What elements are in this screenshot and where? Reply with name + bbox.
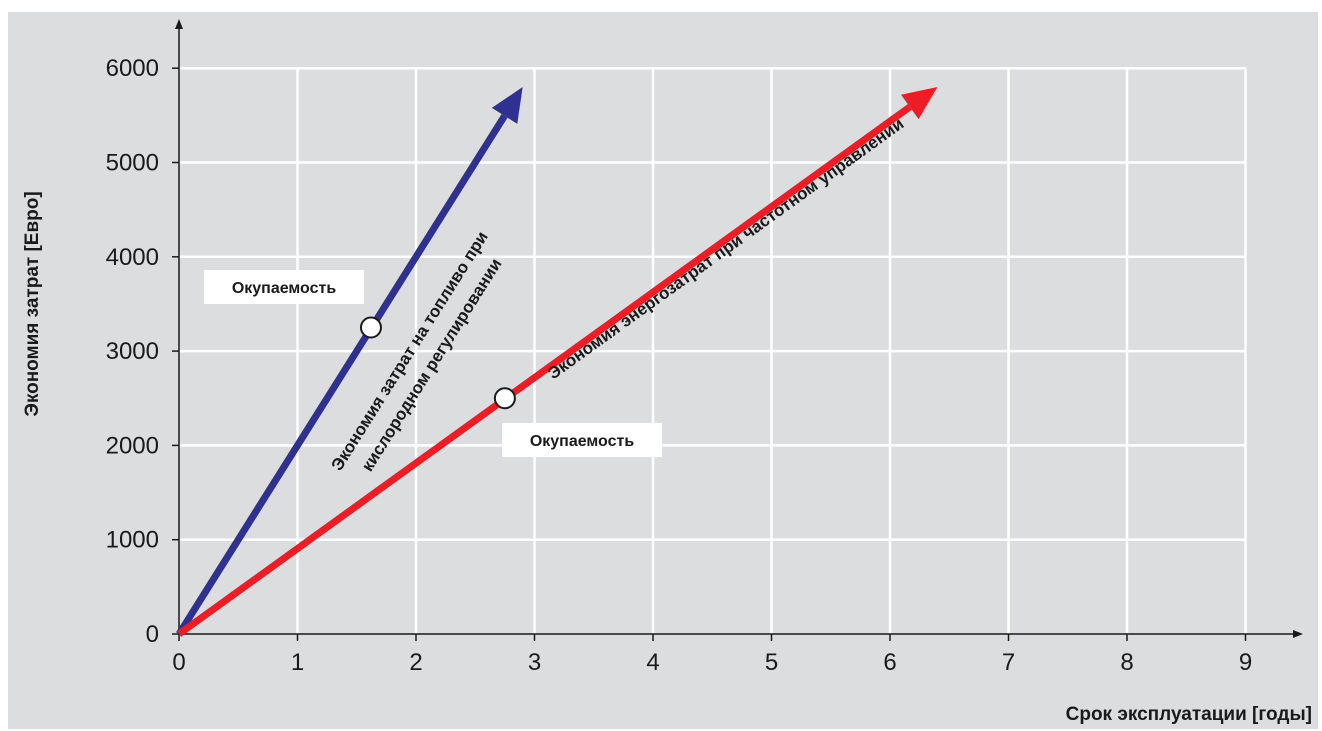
series-layer (176, 87, 938, 637)
series-arrowhead-1 (491, 87, 523, 124)
x-tick-label: 1 (291, 649, 304, 676)
x-tick-label: 7 (1002, 649, 1015, 676)
x-axis-title: Срок эксплуатации [годы] (1066, 704, 1312, 725)
x-tick-label: 4 (646, 649, 659, 676)
payback-marker-2 (493, 387, 516, 410)
y-tick-label: 4000 (106, 244, 159, 271)
tick-labels: 0 1 2 3 4 5 6 7 8 9 0 1000 2000 3000 4000 5000 6000 (106, 55, 1253, 676)
x-tick-label: 5 (765, 649, 778, 676)
payback-marker-1 (359, 316, 382, 339)
y-tick-label: 0 (146, 621, 159, 648)
series-line-1 (176, 113, 508, 636)
x-tick-label: 2 (409, 649, 422, 676)
x-tick-label: 0 (172, 649, 185, 676)
series-label-2: Экономия энергозатрат при частотном упра… (544, 114, 907, 383)
grid (179, 66, 1247, 634)
y-tick-label: 6000 (106, 55, 159, 82)
payback-badge-2 (502, 423, 662, 457)
series-arrowhead-2 (901, 87, 938, 120)
payback-badge-label-2: Окупаемость (530, 433, 635, 450)
x-tick-label: 9 (1239, 649, 1252, 676)
y-tick-label: 3000 (106, 338, 159, 365)
y-tick-label: 1000 (106, 527, 159, 554)
x-tick-label: 8 (1120, 649, 1133, 676)
payback-badge-label-1: Окупаемость (232, 280, 337, 297)
x-tick-label: 3 (528, 649, 541, 676)
series-line-2 (176, 104, 912, 637)
payback-badge-1 (204, 270, 364, 304)
chart-container: 0 1 2 3 4 5 6 7 8 9 0 1000 2000 3000 4000 5000 6000 Экон… (8, 12, 1318, 729)
x-tick-label: 6 (883, 649, 896, 676)
cost-savings-chart: 0 1 2 3 4 5 6 7 8 9 0 1000 2000 3000 4000 5000 6000 Экон… (22, 19, 1312, 725)
y-tick-label: 5000 (106, 150, 159, 177)
y-tick-label: 2000 (106, 432, 159, 459)
axes (175, 19, 1303, 638)
series-label-1: кислородном регулировании (358, 255, 506, 475)
y-axis-title: Экономия затрат [Евро] (22, 191, 43, 416)
